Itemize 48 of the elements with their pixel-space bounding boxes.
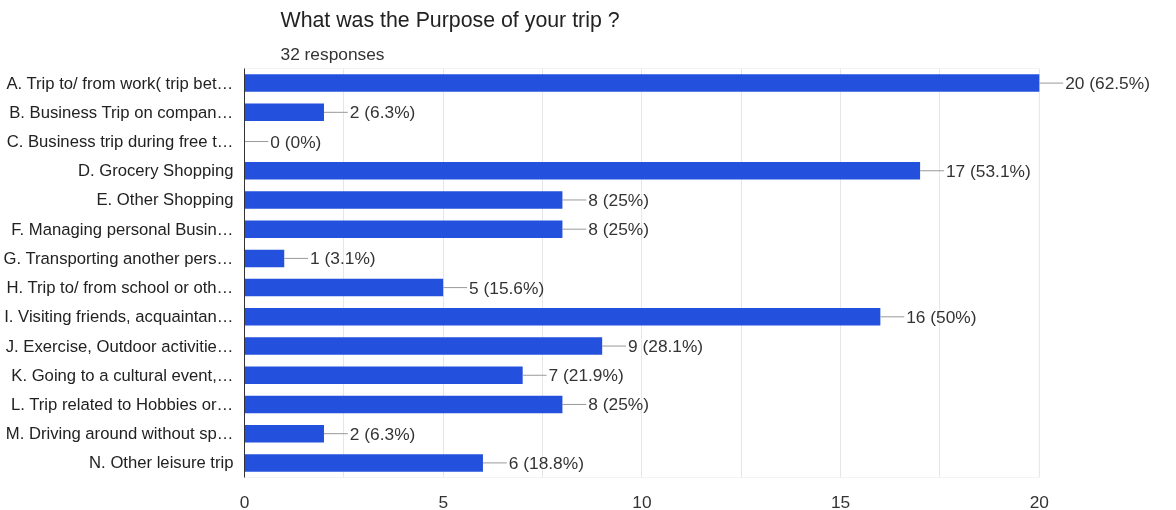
bar <box>244 278 444 297</box>
bar <box>244 308 881 326</box>
bar <box>244 191 563 209</box>
data-label: 17 (53.1%) <box>945 160 1031 181</box>
y-tick-label: N. Other leisure trip <box>89 453 234 473</box>
y-tick-label: G. Transporting another pers… <box>3 248 234 268</box>
data-label: 2 (6.3%) <box>349 423 416 444</box>
x-tick-label: 15 <box>830 491 851 510</box>
data-label: 8 (25%) <box>588 394 649 415</box>
data-label: 8 (25%) <box>588 189 649 210</box>
x-tick-label: 20 <box>1029 491 1049 510</box>
data-label: 9 (28.1%) <box>628 336 704 357</box>
y-tick-label: E. Other Shopping <box>96 190 234 210</box>
y-tick-label: I. Visiting friends, acquaintan… <box>4 307 234 327</box>
bar <box>244 395 563 414</box>
y-tick-label: B. Business Trip on compan… <box>9 102 234 122</box>
y-tick-label: H. Trip to/ from school or oth… <box>6 278 234 298</box>
y-tick-label: K. Going to a cultural event,… <box>11 365 234 385</box>
data-label: 5 (15.6%) <box>469 277 545 298</box>
y-tick-label: L. Trip related to Hobbies or… <box>11 394 234 414</box>
x-tick-label: 5 <box>438 491 449 510</box>
y-tick-label: M. Driving around without sp… <box>5 424 234 444</box>
bar <box>244 249 285 268</box>
bar <box>244 161 921 180</box>
data-label: 0 (0%) <box>270 131 322 152</box>
data-label: 20 (62.5%) <box>1065 73 1150 94</box>
chart-title: What was the Purpose of your trip ? <box>280 7 620 32</box>
y-tick-label: F. Managing personal Busin… <box>11 219 234 239</box>
y-tick-label: J. Exercise, Outdoor activitie… <box>5 336 234 356</box>
y-tick-label: C. Business trip during free t… <box>6 132 234 152</box>
bar <box>244 74 1040 92</box>
y-tick-label: A. Trip to/ from work( trip bet… <box>6 73 234 93</box>
bar <box>244 337 603 355</box>
chart-subtitle: 32 responses <box>280 43 385 64</box>
bar <box>244 103 324 122</box>
data-label: 8 (25%) <box>588 219 649 240</box>
bar <box>244 220 563 238</box>
bar <box>244 454 483 472</box>
x-tick-label: 0 <box>239 491 250 510</box>
data-label: 7 (21.9%) <box>548 365 624 386</box>
data-label: 1 (3.1%) <box>310 248 376 269</box>
data-label: 16 (50%) <box>906 306 977 327</box>
y-tick-label: D. Grocery Shopping <box>77 161 234 181</box>
bar <box>244 424 324 443</box>
x-tick-label: 10 <box>632 491 652 510</box>
data-label: 2 (6.3%) <box>349 102 416 123</box>
data-label: 6 (18.8%) <box>508 452 584 473</box>
bar <box>244 366 523 385</box>
